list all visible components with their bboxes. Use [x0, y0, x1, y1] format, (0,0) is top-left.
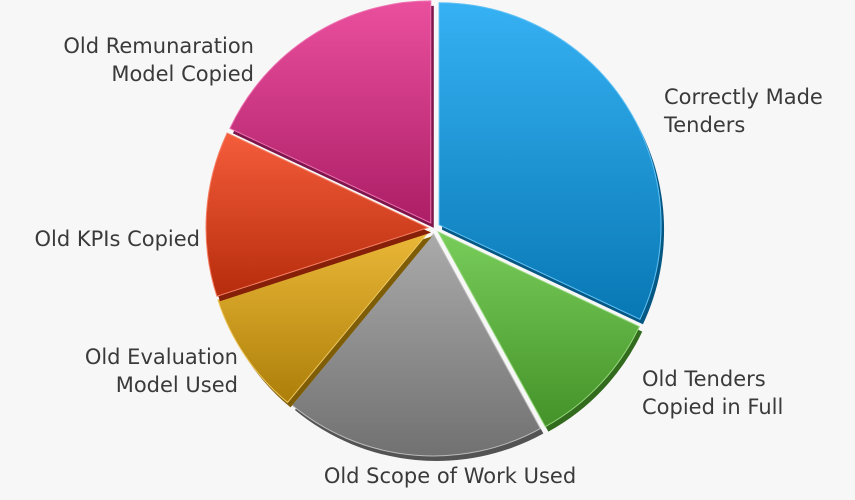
- slices-layer: [205, 0, 665, 461]
- slice-label-line: Old Evaluation: [85, 345, 238, 369]
- slice-label: Old Tenders Copied in Full: [642, 367, 783, 419]
- pie-slice: [291, 233, 542, 457]
- slice-label-line: Old KPIs Copied: [34, 227, 200, 251]
- slice-label: Old Evaluation Model Used: [85, 345, 238, 397]
- slice-label-line: Old Remunaration: [63, 34, 254, 58]
- labels-layer: Correctly Made Tenders Old Tenders Copied i…: [34, 34, 822, 488]
- slice-label-line: Old Scope of Work Used: [324, 464, 576, 488]
- pie-slice: [205, 132, 430, 297]
- slice-label-line: Model Used: [116, 373, 238, 397]
- slice-label: Correctly Made Tenders: [663, 85, 823, 137]
- slice-label: Old KPIs Copied: [34, 227, 200, 251]
- slice-label-line: Old Tenders: [642, 367, 766, 391]
- pie-slice: [229, 0, 432, 224]
- pie-slice: [217, 230, 431, 404]
- slice-label: Old Scope of Work Used: [324, 464, 576, 488]
- pie-slice: [438, 2, 662, 320]
- slice-label-line: Copied in Full: [642, 395, 783, 419]
- slice-label-line: Correctly Made: [664, 85, 823, 109]
- pie-slice: [437, 231, 640, 428]
- slice-label-line: Tenders: [663, 113, 745, 137]
- slice-label: Old Remunaration Model Copied: [63, 34, 254, 86]
- slice-label-line: Model Copied: [111, 62, 254, 86]
